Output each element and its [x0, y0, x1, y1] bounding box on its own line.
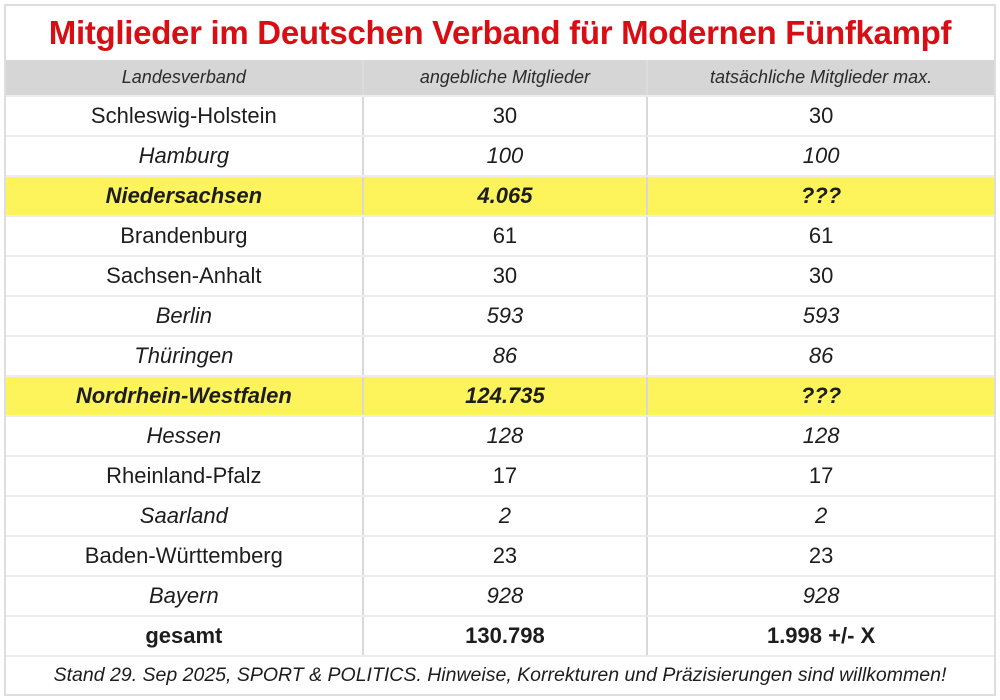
table-row: Schleswig-Holstein 30 30 — [6, 95, 994, 135]
actual-members-cell: 86 — [808, 343, 834, 368]
claimed-members-cell: 128 — [361, 417, 649, 455]
actual-members-cell: ??? — [800, 383, 842, 408]
state-name-cell: Baden-Württemberg — [84, 543, 283, 568]
total-label-cell: gesamt — [145, 623, 223, 648]
claimed-members-cell: 100 — [361, 137, 649, 175]
state-name-cell: Hessen — [146, 423, 222, 448]
table-row: Bayern 928 928 — [6, 575, 994, 615]
table-row: Sachsen-Anhalt 30 30 — [6, 255, 994, 295]
claimed-members-cell: 23 — [361, 537, 649, 575]
actual-members-cell: 30 — [808, 103, 834, 128]
claimed-members-cell: 30 — [361, 257, 649, 295]
claimed-members-cell: 4.065 — [361, 177, 649, 215]
state-name-cell: Bayern — [148, 583, 219, 608]
actual-members-cell: 61 — [808, 223, 834, 248]
actual-members-cell: 928 — [802, 583, 840, 608]
table-total-row: gesamt 130.798 1.998 +/- X — [6, 615, 994, 655]
state-name-cell: Sachsen-Anhalt — [106, 263, 262, 288]
table-row: Berlin 593 593 — [6, 295, 994, 335]
state-name-cell: Berlin — [155, 303, 212, 328]
page-title: Mitglieder im Deutschen Verband für Mode… — [48, 14, 952, 51]
table-header-row: Landesverband angebliche Mitglieder tats… — [6, 60, 994, 95]
actual-members-cell: 2 — [814, 503, 828, 528]
table-row-highlighted: Niedersachsen 4.065 ??? — [6, 175, 994, 215]
total-claimed-cell: 130.798 — [361, 617, 649, 655]
header-cell-tatsaechliche-mitglieder: tatsächliche Mitglieder max. — [710, 67, 933, 87]
claimed-members-cell: 593 — [361, 297, 649, 335]
header-cell-angebliche-mitglieder: angebliche Mitglieder — [361, 60, 649, 95]
claimed-members-cell: 928 — [361, 577, 649, 615]
actual-members-cell: 100 — [802, 143, 840, 168]
claimed-members-cell: 30 — [361, 97, 649, 135]
table-row: Baden-Württemberg 23 23 — [6, 535, 994, 575]
footnote: Stand 29. Sep 2025, SPORT & POLITICS. Hi… — [6, 655, 994, 694]
actual-members-cell: ??? — [800, 183, 842, 208]
table-row: Hessen 128 128 — [6, 415, 994, 455]
state-name-cell: Schleswig-Holstein — [90, 103, 277, 128]
total-actual-cell: 1.998 +/- X — [766, 623, 876, 648]
claimed-members-cell: 124.735 — [361, 377, 649, 415]
state-name-cell: Rheinland-Pfalz — [106, 463, 262, 488]
actual-members-cell: 128 — [802, 423, 840, 448]
claimed-members-cell: 61 — [361, 217, 649, 255]
actual-members-cell: 30 — [808, 263, 834, 288]
claimed-members-cell: 86 — [361, 337, 649, 375]
state-name-cell: Nordrhein-Westfalen — [75, 383, 292, 408]
table-row: Brandenburg 61 61 — [6, 215, 994, 255]
state-name-cell: Niedersachsen — [105, 183, 263, 208]
actual-members-cell: 23 — [808, 543, 834, 568]
state-name-cell: Saarland — [139, 503, 228, 528]
table-row: Rheinland-Pfalz 17 17 — [6, 455, 994, 495]
state-name-cell: Hamburg — [138, 143, 230, 168]
claimed-members-cell: 2 — [361, 497, 649, 535]
infographic-frame: Mitglieder im Deutschen Verband für Mode… — [4, 4, 996, 696]
table-row-highlighted: Nordrhein-Westfalen 124.735 ??? — [6, 375, 994, 415]
actual-members-cell: 593 — [802, 303, 840, 328]
table-row: Thüringen 86 86 — [6, 335, 994, 375]
claimed-members-cell: 17 — [361, 457, 649, 495]
header-cell-landesverband: Landesverband — [121, 67, 246, 87]
table-row: Saarland 2 2 — [6, 495, 994, 535]
actual-members-cell: 17 — [808, 463, 834, 488]
table-row: Hamburg 100 100 — [6, 135, 994, 175]
state-name-cell: Thüringen — [134, 343, 234, 368]
state-name-cell: Brandenburg — [120, 223, 248, 248]
